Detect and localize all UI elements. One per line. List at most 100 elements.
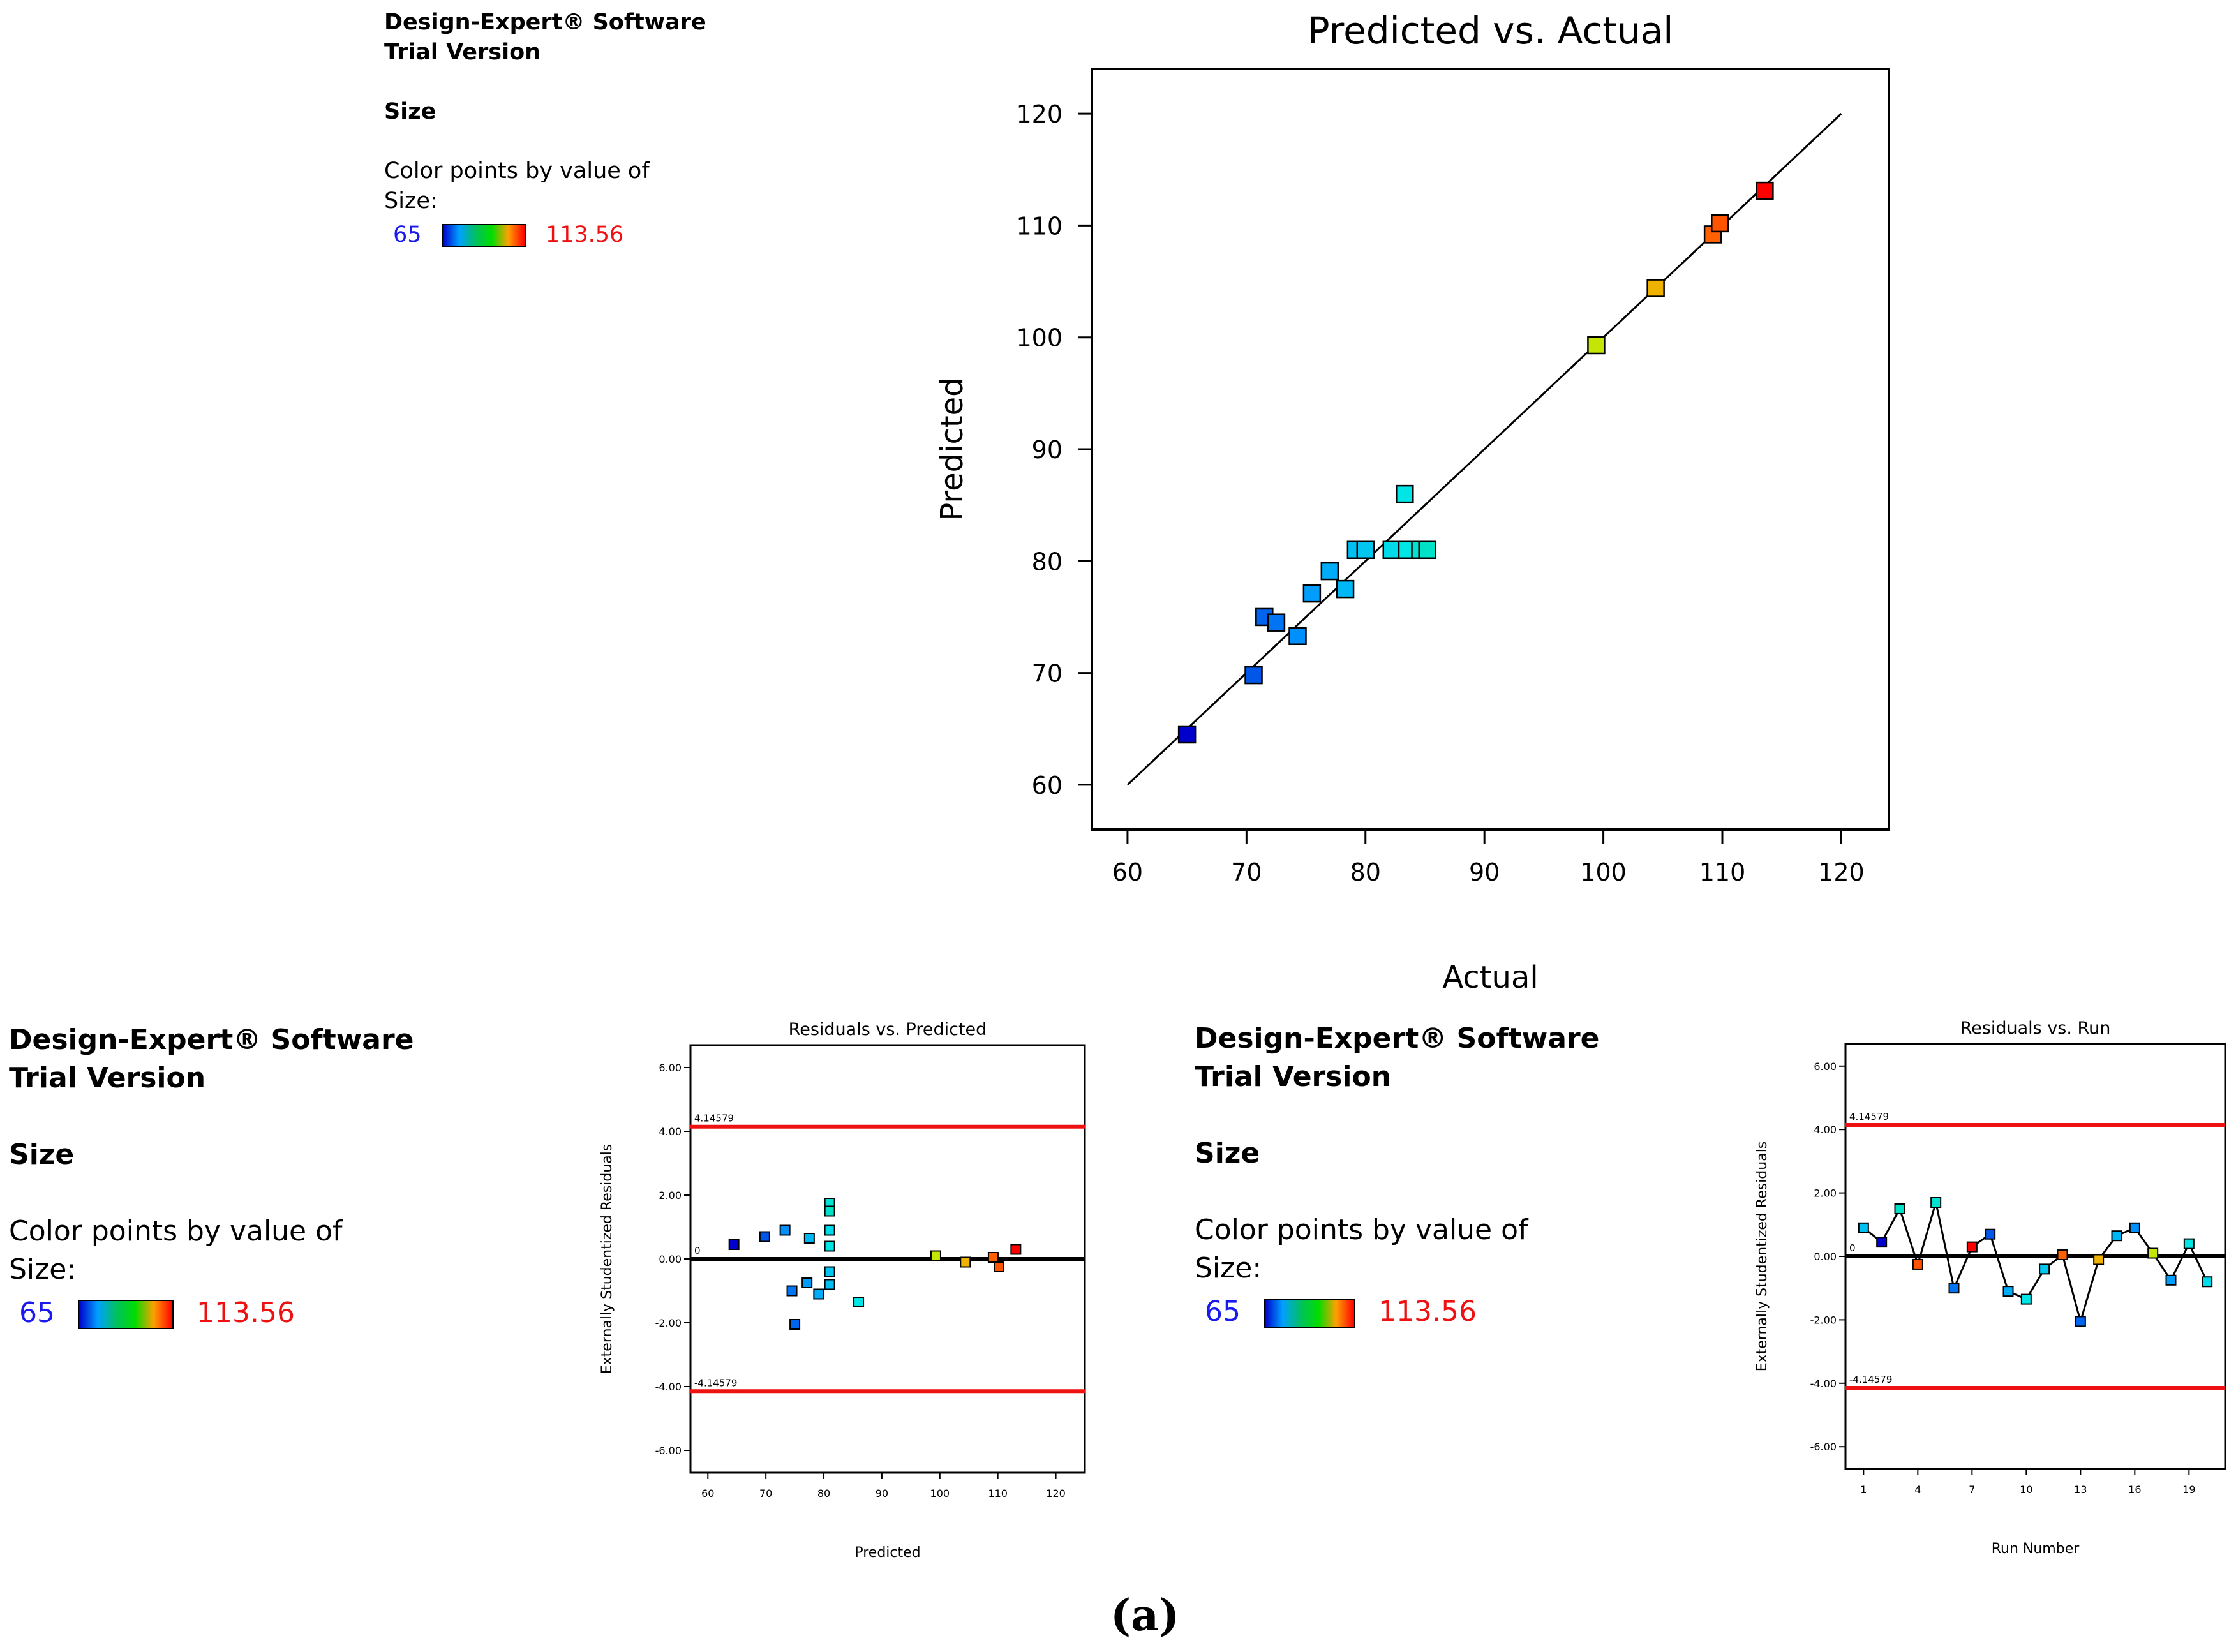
data-point bbox=[813, 1288, 824, 1300]
data-point bbox=[2165, 1274, 2177, 1286]
data-point bbox=[993, 1261, 1004, 1272]
legend-color-label: Color points by value of bbox=[9, 1215, 343, 1247]
x-tick-label: 70 bbox=[759, 1487, 772, 1499]
data-point bbox=[824, 1279, 835, 1290]
y-tick-label: 70 bbox=[1032, 660, 1062, 688]
data-point bbox=[759, 1231, 770, 1242]
data-point bbox=[2129, 1222, 2140, 1233]
data-point bbox=[1876, 1237, 1888, 1248]
legend-color-scale: 65 113.56 bbox=[384, 220, 706, 250]
data-point bbox=[960, 1256, 971, 1268]
data-point bbox=[1302, 584, 1322, 603]
data-point bbox=[1382, 540, 1401, 560]
y-tick-label: -2.00 bbox=[1810, 1314, 1837, 1326]
y-tick-label: 0.00 bbox=[1814, 1251, 1837, 1263]
y-tick-label: 110 bbox=[1016, 212, 1062, 240]
legend-response: Size bbox=[1195, 1137, 1260, 1170]
data-point bbox=[1894, 1203, 1905, 1214]
data-point bbox=[1320, 562, 1339, 581]
data-point bbox=[2075, 1316, 2086, 1327]
legend-max: 113.56 bbox=[1378, 1295, 1477, 1328]
legend-color-label: Color points by value of bbox=[1195, 1214, 1528, 1246]
data-point bbox=[824, 1240, 835, 1252]
data-point bbox=[1711, 214, 1729, 233]
data-point bbox=[1985, 1228, 1996, 1240]
x-tick-label: 120 bbox=[1046, 1487, 1066, 1499]
y-tick-label: 0.00 bbox=[659, 1253, 682, 1265]
chart-title: Residuals vs. Run bbox=[1960, 1018, 2111, 1038]
legend-version: Trial Version bbox=[1195, 1060, 1392, 1093]
legend-color-label-2: Size: bbox=[384, 188, 438, 214]
data-point bbox=[801, 1277, 813, 1288]
y-tick-label: 2.00 bbox=[1814, 1187, 1837, 1200]
data-point bbox=[824, 1224, 835, 1236]
x-tick-label: 60 bbox=[701, 1487, 714, 1499]
data-point bbox=[1396, 484, 1414, 503]
color-gradient bbox=[441, 224, 526, 247]
y-tick-label: 100 bbox=[1016, 324, 1062, 352]
x-tick-label: 90 bbox=[876, 1487, 888, 1499]
y-tick-label: -6.00 bbox=[655, 1445, 682, 1457]
x-tick-label: 110 bbox=[988, 1487, 1008, 1499]
data-point bbox=[1966, 1241, 1978, 1253]
data-point bbox=[789, 1319, 801, 1330]
data-point bbox=[1336, 579, 1355, 599]
x-tick-label: 120 bbox=[1818, 858, 1865, 886]
legend-color-label: Color points by value of bbox=[384, 158, 650, 184]
data-point bbox=[1948, 1283, 1960, 1294]
legend-main: Design-Expert® Software Trial Version Si… bbox=[384, 8, 706, 250]
y-tick-label: -4.00 bbox=[1810, 1378, 1837, 1390]
legend-color-label-2: Size: bbox=[9, 1253, 77, 1286]
x-tick-label: 80 bbox=[817, 1487, 830, 1499]
figure-caption: (a) bbox=[1110, 1590, 1180, 1641]
x-axis-label: Predicted bbox=[854, 1545, 920, 1561]
limit-label: 4.14579 bbox=[1849, 1111, 1889, 1122]
legend-min: 65 bbox=[393, 222, 422, 248]
x-tick-label: 100 bbox=[930, 1487, 950, 1499]
data-point bbox=[1646, 279, 1665, 297]
data-point bbox=[987, 1252, 999, 1263]
legend-max: 113.56 bbox=[545, 222, 624, 248]
data-point bbox=[853, 1297, 865, 1307]
data-point bbox=[2057, 1249, 2068, 1261]
legend-software: Design-Expert® Software bbox=[9, 1023, 414, 1056]
data-point bbox=[1010, 1244, 1022, 1255]
data-point bbox=[728, 1239, 740, 1250]
legend-right: Design-Expert® Software Trial Version Si… bbox=[1195, 1020, 1600, 1331]
x-tick-label: 100 bbox=[1580, 858, 1627, 886]
chart-title: Predicted vs. Actual bbox=[1308, 9, 1674, 52]
y-tick-label: 4.00 bbox=[1814, 1124, 1837, 1136]
data-point bbox=[824, 1205, 835, 1217]
y-tick-label: -6.00 bbox=[1810, 1441, 1837, 1453]
data-point bbox=[2183, 1238, 2195, 1249]
data-point bbox=[1288, 627, 1307, 645]
y-tick-label: 6.00 bbox=[659, 1062, 682, 1074]
legend-response: Size bbox=[9, 1138, 75, 1171]
y-axis-label: Externally Studentized Residuals bbox=[1754, 1142, 1770, 1372]
data-point bbox=[1356, 540, 1375, 560]
data-point bbox=[2202, 1276, 2213, 1288]
x-tick-label: 90 bbox=[1469, 858, 1500, 886]
legend-color-label-2: Size: bbox=[1195, 1252, 1262, 1284]
x-tick-label: 60 bbox=[1112, 858, 1143, 886]
y-tick-label: -4.00 bbox=[655, 1381, 682, 1393]
legend-version: Trial Version bbox=[384, 40, 541, 65]
x-tick-label: 70 bbox=[1231, 858, 1262, 886]
y-tick-label: 2.00 bbox=[659, 1189, 682, 1202]
data-point bbox=[779, 1224, 791, 1236]
data-point bbox=[786, 1285, 798, 1297]
color-gradient bbox=[1264, 1299, 1355, 1328]
y-axis-label: Externally Studentized Residuals bbox=[599, 1144, 615, 1374]
data-point bbox=[2020, 1293, 2032, 1305]
limit-label: -4.14579 bbox=[694, 1377, 737, 1388]
data-point bbox=[1267, 613, 1286, 632]
y-tick-label: 60 bbox=[1032, 771, 1062, 800]
x-tick-label: 16 bbox=[2128, 1484, 2141, 1496]
data-point bbox=[2039, 1263, 2050, 1275]
y-tick-label: 120 bbox=[1016, 100, 1062, 128]
x-tick-label: 19 bbox=[2182, 1484, 2195, 1496]
legend-color-scale: 65 113.56 bbox=[9, 1294, 414, 1332]
limit-label: -4.14579 bbox=[1849, 1374, 1892, 1385]
legend-min: 65 bbox=[19, 1297, 55, 1329]
data-point bbox=[2002, 1286, 2014, 1297]
